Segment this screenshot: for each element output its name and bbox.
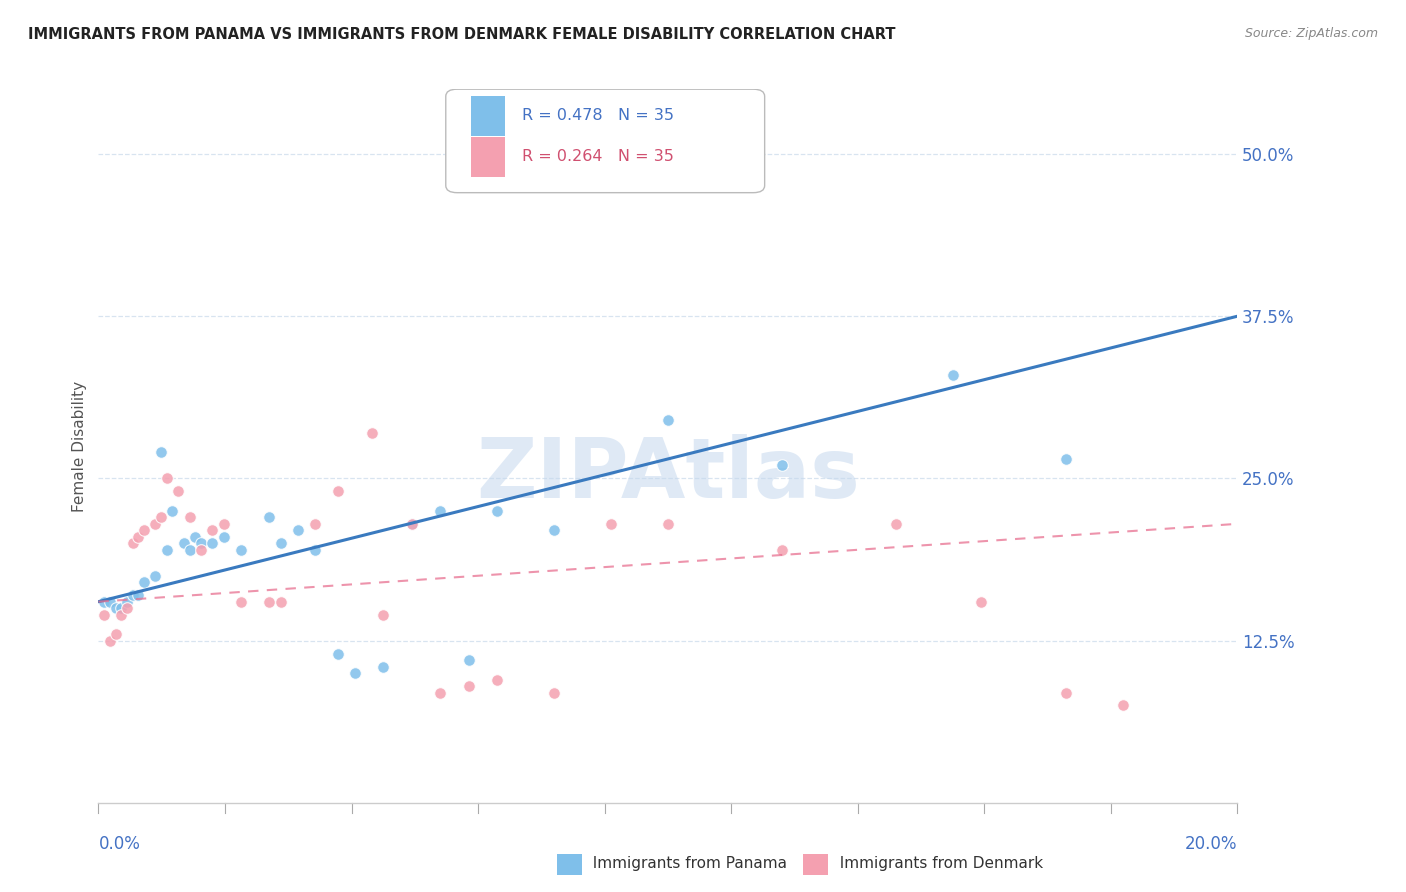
Point — [326, 484, 349, 499]
Point — [942, 368, 965, 382]
Point — [145, 516, 167, 531]
Point — [132, 524, 155, 538]
Point — [1056, 452, 1078, 467]
Text: Immigrants from Panama: Immigrants from Panama — [583, 856, 787, 871]
Point — [1056, 685, 1078, 699]
Point — [373, 659, 395, 673]
Text: Source: ZipAtlas.com: Source: ZipAtlas.com — [1244, 27, 1378, 40]
Point — [162, 504, 184, 518]
Point — [970, 595, 993, 609]
Point — [104, 601, 127, 615]
Point — [110, 601, 132, 615]
Point — [770, 542, 793, 557]
Point — [156, 542, 179, 557]
Point — [429, 685, 451, 699]
Point — [884, 516, 907, 531]
Point — [401, 516, 423, 531]
Point — [600, 516, 623, 531]
Point — [121, 588, 143, 602]
Point — [115, 601, 138, 615]
Point — [259, 595, 281, 609]
Point — [127, 588, 149, 602]
Point — [429, 504, 451, 518]
Point — [190, 542, 212, 557]
FancyBboxPatch shape — [471, 137, 505, 177]
Point — [270, 536, 292, 550]
Point — [167, 484, 190, 499]
Point — [1112, 698, 1135, 713]
Point — [770, 458, 793, 473]
Point — [145, 568, 167, 582]
Point — [93, 607, 115, 622]
Point — [304, 542, 326, 557]
Y-axis label: Female Disability: Female Disability — [72, 380, 87, 512]
Point — [98, 633, 121, 648]
Point — [229, 542, 252, 557]
Point — [127, 530, 149, 544]
Point — [98, 595, 121, 609]
Point — [184, 530, 207, 544]
Point — [104, 627, 127, 641]
Text: Immigrants from Denmark: Immigrants from Denmark — [830, 856, 1043, 871]
Point — [132, 575, 155, 590]
FancyBboxPatch shape — [471, 96, 505, 136]
Point — [270, 595, 292, 609]
Point — [486, 504, 509, 518]
Point — [93, 595, 115, 609]
Point — [543, 524, 565, 538]
Point — [657, 516, 679, 531]
Point — [110, 607, 132, 622]
Point — [287, 524, 309, 538]
Point — [457, 679, 479, 693]
Text: 0.0%: 0.0% — [98, 835, 141, 854]
Point — [360, 425, 382, 440]
Text: ZIPAtlas: ZIPAtlas — [475, 434, 860, 515]
Point — [150, 510, 173, 524]
Point — [212, 516, 235, 531]
Point — [150, 445, 173, 459]
Point — [657, 413, 679, 427]
Text: 20.0%: 20.0% — [1185, 835, 1237, 854]
Point — [173, 536, 195, 550]
Point — [343, 666, 366, 681]
Point — [543, 685, 565, 699]
Point — [201, 524, 224, 538]
Point — [190, 536, 212, 550]
Point — [373, 607, 395, 622]
Point — [486, 673, 509, 687]
FancyBboxPatch shape — [446, 89, 765, 193]
Point — [212, 530, 235, 544]
Point — [259, 510, 281, 524]
Point — [201, 536, 224, 550]
Point — [156, 471, 179, 485]
Point — [229, 595, 252, 609]
Point — [179, 510, 201, 524]
Point — [304, 516, 326, 531]
Text: R = 0.264   N = 35: R = 0.264 N = 35 — [522, 150, 673, 164]
Point — [401, 516, 423, 531]
Text: IMMIGRANTS FROM PANAMA VS IMMIGRANTS FROM DENMARK FEMALE DISABILITY CORRELATION : IMMIGRANTS FROM PANAMA VS IMMIGRANTS FRO… — [28, 27, 896, 42]
Point — [326, 647, 349, 661]
Text: R = 0.478   N = 35: R = 0.478 N = 35 — [522, 109, 673, 123]
Point — [115, 595, 138, 609]
Point — [121, 536, 143, 550]
Point — [179, 542, 201, 557]
Point — [457, 653, 479, 667]
